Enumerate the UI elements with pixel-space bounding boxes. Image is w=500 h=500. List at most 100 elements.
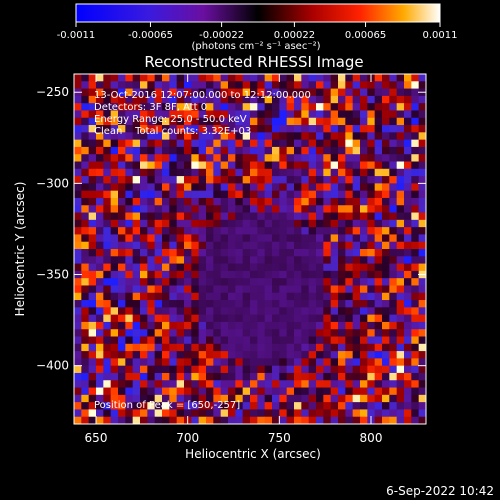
heatmap-cell [176, 394, 185, 403]
heatmap-cell [286, 183, 295, 192]
heatmap-cell [176, 190, 185, 199]
heatmap-cell [184, 394, 192, 403]
heatmap-cell [382, 278, 390, 286]
heatmap-cell [147, 146, 156, 155]
heatmap-cell [294, 358, 302, 367]
heatmap-cell [418, 190, 427, 199]
heatmap-cell [352, 205, 361, 214]
heatmap-cell [264, 74, 273, 82]
heatmap-cell [338, 212, 346, 221]
heatmap-cell [103, 110, 112, 119]
heatmap-cell [88, 270, 97, 279]
heatmap-cell [162, 278, 170, 286]
heatmap-cell [191, 321, 200, 330]
heatmap-cell [367, 132, 376, 141]
heatmap-cell [74, 110, 82, 119]
heatmap-cell [404, 161, 412, 170]
heatmap-cell [242, 300, 251, 308]
heatmap-cell [74, 190, 82, 199]
heatmap-cell [235, 190, 244, 199]
heatmap-cell [242, 219, 251, 228]
heatmap-cell [235, 88, 244, 97]
heatmap-cell [220, 95, 229, 104]
heatmap-cell [118, 321, 126, 330]
heatmap-cell [125, 95, 134, 104]
heatmap-cell [279, 190, 288, 199]
heatmap-cell [88, 205, 97, 214]
heatmap-cell [330, 234, 339, 243]
heatmap-cell [345, 219, 354, 228]
heatmap-cell [191, 292, 200, 301]
heatmap-cell [279, 292, 288, 301]
heatmap-cell [264, 168, 273, 177]
heatmap-cell [184, 241, 192, 250]
heatmap-cell [330, 263, 339, 272]
heatmap-cell [323, 365, 332, 374]
heatmap-cell [103, 343, 112, 352]
heatmap-cell [264, 343, 273, 352]
heatmap-cell [132, 227, 141, 235]
heatmap-cell [74, 103, 82, 111]
heatmap-cell [338, 95, 346, 104]
heatmap-cell [301, 314, 310, 323]
heatmap-cell [110, 176, 119, 184]
heatmap-cell [162, 146, 170, 155]
heatmap-cell [396, 146, 405, 155]
heatmap-cell [125, 139, 134, 148]
heatmap-cell [206, 234, 214, 243]
heatmap-cell [88, 300, 97, 308]
heatmap-cell [147, 365, 156, 374]
heatmap-cell [360, 176, 368, 184]
heatmap-cell [147, 321, 156, 330]
heatmap-cell [191, 117, 200, 126]
heatmap-cell [360, 351, 368, 359]
heatmap-cell [176, 117, 185, 126]
heatmap-cell [382, 146, 390, 155]
heatmap-cell [352, 241, 361, 250]
heatmap-cell [176, 351, 185, 359]
heatmap-cell [367, 241, 376, 250]
heatmap-cell [162, 387, 170, 396]
heatmap-cell [242, 285, 251, 294]
heatmap-cell [191, 168, 200, 177]
heatmap-cell [330, 219, 339, 228]
heatmap-cell [154, 176, 163, 184]
heatmap-cell [411, 329, 420, 337]
heatmap-cell [74, 365, 82, 374]
heatmap-cell [88, 351, 97, 359]
heatmap-cell [125, 394, 134, 403]
heatmap-cell [191, 300, 200, 308]
heatmap-cell [206, 365, 214, 374]
heatmap-cell [286, 219, 295, 228]
heatmap-cell [88, 380, 97, 389]
heatmap-cell [110, 161, 119, 170]
heatmap-cell [308, 234, 317, 243]
heatmap-cell [294, 380, 302, 389]
heatmap-cell [330, 314, 339, 323]
heatmap-cell [264, 205, 273, 214]
heatmap-cell [81, 205, 90, 214]
heatmap-cell [228, 125, 236, 133]
heatmap-cell [220, 110, 229, 119]
heatmap-cell [162, 329, 170, 337]
heatmap-cell [132, 256, 141, 265]
heatmap-cell [125, 81, 134, 90]
heatmap-cell [132, 343, 141, 352]
heatmap-cell [235, 387, 244, 396]
heatmap-cell [213, 88, 222, 97]
heatmap-cell [154, 154, 163, 162]
heatmap-cell [404, 183, 412, 192]
heatmap-cell [228, 219, 236, 228]
heatmap-cell [396, 117, 405, 126]
heatmap-cell [338, 183, 346, 192]
heatmap-cell [213, 146, 222, 155]
heatmap-cell [360, 81, 368, 90]
heatmap-cell [316, 168, 324, 177]
heatmap-cell [389, 292, 398, 301]
heatmap-cell [301, 351, 310, 359]
heatmap-cell [132, 380, 141, 389]
heatmap-cell [147, 117, 156, 126]
heatmap-cell [169, 176, 178, 184]
heatmap-cell [316, 329, 324, 337]
heatmap-cell [418, 365, 427, 374]
